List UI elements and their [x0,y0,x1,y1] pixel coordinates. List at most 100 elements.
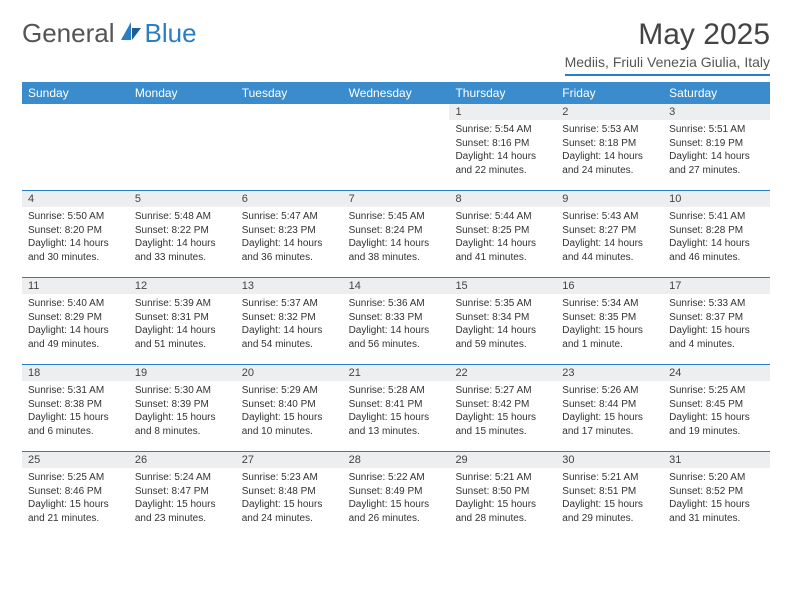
sunrise-text: Sunrise: 5:50 AM [28,210,123,224]
sunset-text: Sunset: 8:35 PM [562,311,657,325]
day-number: 5 [129,191,236,207]
day-details: Sunrise: 5:41 AMSunset: 8:28 PMDaylight:… [663,207,770,268]
day-number: 15 [449,278,556,294]
day-cell: 8Sunrise: 5:44 AMSunset: 8:25 PMDaylight… [449,191,556,277]
day-cell: 26Sunrise: 5:24 AMSunset: 8:47 PMDayligh… [129,452,236,538]
day-cell: 17Sunrise: 5:33 AMSunset: 8:37 PMDayligh… [663,278,770,364]
daylight-text: and 13 minutes. [349,425,444,439]
day-cell: 7Sunrise: 5:45 AMSunset: 8:24 PMDaylight… [343,191,450,277]
day-number: 14 [343,278,450,294]
daylight-text: Daylight: 14 hours [28,237,123,251]
day-number: 9 [556,191,663,207]
daylight-text: and 30 minutes. [28,251,123,265]
calendar: SundayMondayTuesdayWednesdayThursdayFrid… [0,82,792,538]
day-cell: 9Sunrise: 5:43 AMSunset: 8:27 PMDaylight… [556,191,663,277]
sunrise-text: Sunrise: 5:26 AM [562,384,657,398]
sunset-text: Sunset: 8:25 PM [455,224,550,238]
daylight-text: Daylight: 14 hours [28,324,123,338]
logo-text-2: Blue [145,18,197,49]
sunset-text: Sunset: 8:51 PM [562,485,657,499]
day-number: 16 [556,278,663,294]
sunset-text: Sunset: 8:28 PM [669,224,764,238]
day-cell [129,104,236,190]
day-header: Saturday [663,82,770,104]
day-number: 29 [449,452,556,468]
daylight-text: Daylight: 14 hours [135,237,230,251]
daylight-text: Daylight: 15 hours [28,411,123,425]
logo-text-1: General [22,18,115,49]
day-details: Sunrise: 5:27 AMSunset: 8:42 PMDaylight:… [449,381,556,442]
day-header: Sunday [22,82,129,104]
daylight-text: Daylight: 15 hours [455,411,550,425]
sunrise-text: Sunrise: 5:24 AM [135,471,230,485]
daylight-text: and 41 minutes. [455,251,550,265]
daylight-text: and 46 minutes. [669,251,764,265]
day-header-row: SundayMondayTuesdayWednesdayThursdayFrid… [22,82,770,104]
day-cell: 24Sunrise: 5:25 AMSunset: 8:45 PMDayligh… [663,365,770,451]
day-details: Sunrise: 5:51 AMSunset: 8:19 PMDaylight:… [663,120,770,181]
day-details: Sunrise: 5:20 AMSunset: 8:52 PMDaylight:… [663,468,770,529]
day-cell [343,104,450,190]
day-number: 17 [663,278,770,294]
daylight-text: Daylight: 14 hours [455,324,550,338]
day-header: Friday [556,82,663,104]
day-details: Sunrise: 5:48 AMSunset: 8:22 PMDaylight:… [129,207,236,268]
day-cell: 10Sunrise: 5:41 AMSunset: 8:28 PMDayligh… [663,191,770,277]
sunrise-text: Sunrise: 5:43 AM [562,210,657,224]
sunrise-text: Sunrise: 5:53 AM [562,123,657,137]
daylight-text: Daylight: 15 hours [669,498,764,512]
sunset-text: Sunset: 8:41 PM [349,398,444,412]
day-cell: 27Sunrise: 5:23 AMSunset: 8:48 PMDayligh… [236,452,343,538]
sunrise-text: Sunrise: 5:20 AM [669,471,764,485]
daylight-text: Daylight: 15 hours [562,411,657,425]
week-row: 4Sunrise: 5:50 AMSunset: 8:20 PMDaylight… [22,191,770,278]
sunrise-text: Sunrise: 5:21 AM [562,471,657,485]
day-cell: 28Sunrise: 5:22 AMSunset: 8:49 PMDayligh… [343,452,450,538]
day-cell: 3Sunrise: 5:51 AMSunset: 8:19 PMDaylight… [663,104,770,190]
daylight-text: Daylight: 14 hours [562,150,657,164]
sunrise-text: Sunrise: 5:23 AM [242,471,337,485]
daylight-text: and 6 minutes. [28,425,123,439]
daylight-text: and 24 minutes. [242,512,337,526]
sunrise-text: Sunrise: 5:25 AM [669,384,764,398]
day-cell: 12Sunrise: 5:39 AMSunset: 8:31 PMDayligh… [129,278,236,364]
day-details: Sunrise: 5:44 AMSunset: 8:25 PMDaylight:… [449,207,556,268]
day-cell: 31Sunrise: 5:20 AMSunset: 8:52 PMDayligh… [663,452,770,538]
daylight-text: and 1 minute. [562,338,657,352]
sunrise-text: Sunrise: 5:54 AM [455,123,550,137]
daylight-text: and 27 minutes. [669,164,764,178]
sunset-text: Sunset: 8:24 PM [349,224,444,238]
sunrise-text: Sunrise: 5:41 AM [669,210,764,224]
day-details: Sunrise: 5:34 AMSunset: 8:35 PMDaylight:… [556,294,663,355]
sunrise-text: Sunrise: 5:48 AM [135,210,230,224]
daylight-text: Daylight: 14 hours [669,237,764,251]
day-details: Sunrise: 5:50 AMSunset: 8:20 PMDaylight:… [22,207,129,268]
logo: General Blue [22,18,197,49]
day-number: 20 [236,365,343,381]
daylight-text: and 21 minutes. [28,512,123,526]
day-details: Sunrise: 5:24 AMSunset: 8:47 PMDaylight:… [129,468,236,529]
sunset-text: Sunset: 8:49 PM [349,485,444,499]
daylight-text: Daylight: 15 hours [455,498,550,512]
day-number: 24 [663,365,770,381]
day-cell: 4Sunrise: 5:50 AMSunset: 8:20 PMDaylight… [22,191,129,277]
day-number: 3 [663,104,770,120]
sunset-text: Sunset: 8:31 PM [135,311,230,325]
day-cell: 19Sunrise: 5:30 AMSunset: 8:39 PMDayligh… [129,365,236,451]
location-text: Mediis, Friuli Venezia Giulia, Italy [565,54,770,76]
day-cell: 13Sunrise: 5:37 AMSunset: 8:32 PMDayligh… [236,278,343,364]
sunset-text: Sunset: 8:32 PM [242,311,337,325]
day-details: Sunrise: 5:54 AMSunset: 8:16 PMDaylight:… [449,120,556,181]
sunset-text: Sunset: 8:45 PM [669,398,764,412]
day-header: Wednesday [343,82,450,104]
day-cell: 15Sunrise: 5:35 AMSunset: 8:34 PMDayligh… [449,278,556,364]
day-details: Sunrise: 5:40 AMSunset: 8:29 PMDaylight:… [22,294,129,355]
daylight-text: Daylight: 14 hours [669,150,764,164]
sunrise-text: Sunrise: 5:34 AM [562,297,657,311]
day-header: Monday [129,82,236,104]
day-details: Sunrise: 5:36 AMSunset: 8:33 PMDaylight:… [343,294,450,355]
sunrise-text: Sunrise: 5:47 AM [242,210,337,224]
day-cell: 6Sunrise: 5:47 AMSunset: 8:23 PMDaylight… [236,191,343,277]
sunset-text: Sunset: 8:47 PM [135,485,230,499]
day-number: 18 [22,365,129,381]
